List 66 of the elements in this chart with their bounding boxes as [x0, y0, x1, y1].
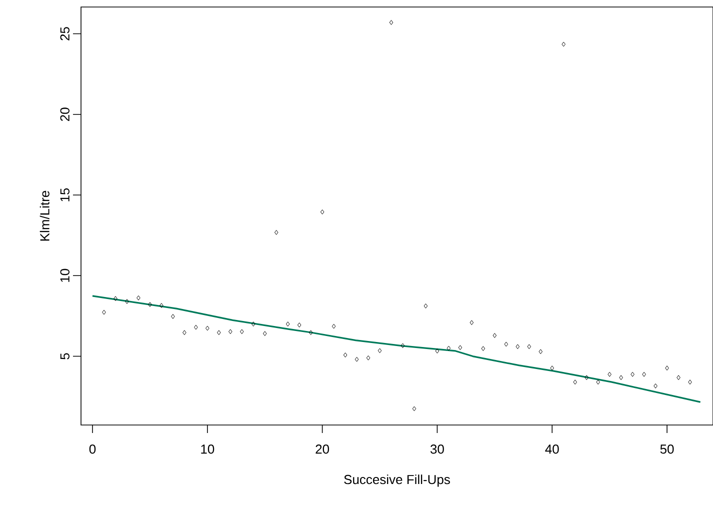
point	[424, 304, 428, 308]
y-axis-title: Klm/Litre	[40, 190, 50, 241]
x-tick-label: 30	[430, 444, 444, 454]
point	[492, 333, 497, 338]
point	[114, 296, 118, 302]
point	[550, 366, 554, 371]
point	[136, 295, 140, 300]
point	[354, 356, 359, 362]
point	[343, 352, 348, 358]
point	[228, 329, 232, 334]
point	[308, 330, 313, 336]
point	[412, 406, 416, 412]
y-tick-label: 15	[60, 188, 70, 202]
y-tick-label: 25	[60, 27, 70, 40]
point	[171, 314, 175, 319]
point	[240, 329, 244, 334]
x-tick-label: 20	[316, 444, 330, 454]
point	[630, 372, 634, 377]
point	[274, 230, 278, 235]
point	[516, 344, 520, 350]
point	[538, 349, 543, 354]
point	[320, 210, 324, 214]
point	[182, 330, 186, 336]
point	[470, 320, 474, 326]
point	[596, 380, 600, 385]
point	[619, 375, 623, 380]
point	[297, 322, 302, 328]
point	[378, 348, 382, 354]
point	[504, 342, 508, 347]
y-tick-label: 20	[60, 108, 70, 121]
point	[562, 42, 566, 47]
point	[642, 372, 646, 377]
point	[676, 375, 680, 380]
point	[332, 324, 336, 329]
point	[573, 380, 578, 385]
point	[194, 324, 198, 330]
point	[608, 372, 612, 377]
point	[400, 343, 405, 348]
x-axis-title: Succesive Fill-Ups	[344, 474, 450, 487]
point	[216, 330, 221, 336]
point	[262, 331, 267, 336]
point	[527, 344, 532, 350]
point	[458, 345, 462, 350]
point	[366, 355, 370, 360]
point	[435, 348, 440, 354]
point	[481, 346, 486, 351]
point	[125, 299, 129, 304]
x-tick-label: 40	[545, 444, 559, 454]
point	[688, 380, 692, 385]
point	[654, 384, 658, 388]
point	[148, 302, 152, 307]
line-series	[92, 295, 702, 403]
point	[389, 20, 394, 25]
point	[665, 366, 669, 371]
point	[584, 375, 588, 380]
point	[446, 346, 451, 351]
point	[251, 322, 256, 326]
y-tick-label: 10	[60, 268, 70, 282]
x-tick-label: 50	[660, 444, 674, 454]
x-tick-label: 10	[201, 444, 214, 454]
point	[206, 326, 210, 331]
y-tick-label: 5	[60, 353, 70, 360]
point	[102, 310, 106, 315]
x-tick-label: 0	[89, 444, 96, 454]
point	[160, 303, 164, 308]
point	[286, 322, 290, 326]
